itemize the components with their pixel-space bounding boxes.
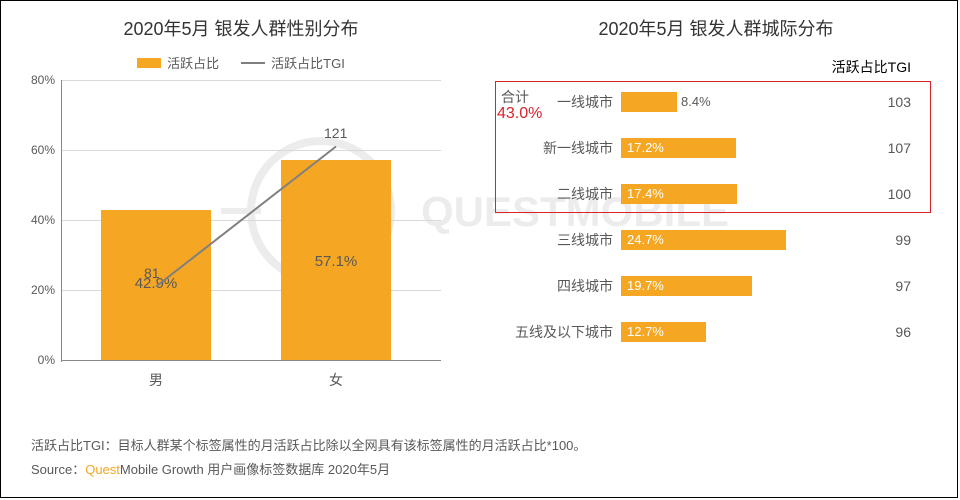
hbar-pct-label: 8.4% <box>681 92 711 112</box>
hbar-pct-label: 17.2% <box>627 138 664 158</box>
hbar-tgi-value: 97 <box>895 278 911 294</box>
x-category-label: 女 <box>306 370 366 390</box>
hbar-category: 五线及以下城市 <box>501 322 621 342</box>
hbar-category: 新一线城市 <box>501 138 621 158</box>
left-legend: 活跃占比 活跃占比TGI <box>11 53 471 72</box>
hbar-pct-label: 17.4% <box>627 184 664 204</box>
y-tick: 0% <box>38 353 55 367</box>
tgi-point-label: 121 <box>324 125 347 141</box>
right-panel: 2020年5月 银发人群城际分布 活跃占比TGI 一线城市8.4%103新一线城… <box>491 1 941 41</box>
y-tick: 80% <box>31 73 55 87</box>
y-tick: 60% <box>31 143 55 157</box>
hbar-pct-label: 24.7% <box>627 230 664 250</box>
hbar-tgi-value: 99 <box>895 232 911 248</box>
brand-mobile: Mobile <box>120 462 158 477</box>
line-swatch <box>241 62 265 64</box>
legend-item-line: 活跃占比TGI <box>241 53 345 72</box>
source-suffix: Growth 用户画像标签数据库 2020年5月 <box>158 462 390 477</box>
hbar-tgi-value: 96 <box>895 324 911 340</box>
hbar-tgi-value: 100 <box>888 186 911 202</box>
legend-item-bar: 活跃占比 <box>137 53 219 72</box>
bar-swatch <box>137 58 161 68</box>
hbar-tgi-value: 103 <box>888 94 911 110</box>
hbar-row: 五线及以下城市 12.7% 96 <box>501 309 931 355</box>
bar-value-label: 57.1% <box>281 253 391 270</box>
hbar-category: 三线城市 <box>501 230 621 250</box>
bar: 42.9% <box>101 80 211 360</box>
hbar-row: 二线城市 17.4% 100 <box>501 171 931 217</box>
hbar-category: 四线城市 <box>501 276 621 296</box>
bar-chart-area: 0%20%40%60%80%42.9%男57.1%女81121 <box>61 80 441 390</box>
sum-value: 43.0% <box>497 105 542 123</box>
left-chart-title: 2020年5月 银发人群性别分布 <box>11 15 471 41</box>
hbar-track: 24.7% <box>621 230 821 250</box>
y-tick: 20% <box>31 283 55 297</box>
footer: 活跃占比TGI：目标人群某个标签属性的月活跃占比除以全网具有该标签属性的月活跃占… <box>31 434 586 483</box>
chart-container: QUESTMOBILE 2020年5月 银发人群性别分布 活跃占比 活跃占比TG… <box>0 0 958 498</box>
hbar-row: 四线城市 19.7% 97 <box>501 263 931 309</box>
footer-source: Source：QuestMobile Growth 用户画像标签数据库 2020… <box>31 458 586 483</box>
hbar-pct-label: 12.7% <box>627 322 664 342</box>
source-prefix: Source： <box>31 462 85 477</box>
hbar-track: 17.4% <box>621 184 821 204</box>
hbar-track: 19.7% <box>621 276 821 296</box>
hbar-row: 新一线城市 17.2% 107 <box>501 125 931 171</box>
y-tick: 40% <box>31 213 55 227</box>
brand-quest: Quest <box>85 462 120 477</box>
left-panel: 2020年5月 银发人群性别分布 活跃占比 活跃占比TGI 0% 20% 40% 60… <box>11 1 471 390</box>
footer-note: 活跃占比TGI：目标人群某个标签属性的月活跃占比除以全网具有该标签属性的月活跃占… <box>31 434 586 459</box>
tgi-column-header: 活跃占比TGI <box>832 57 911 77</box>
hbar-fill <box>621 92 677 112</box>
legend-bar-label: 活跃占比 <box>167 53 219 72</box>
hbar-track: 12.7% <box>621 322 821 342</box>
x-category-label: 男 <box>126 370 186 390</box>
hbar-tgi-value: 107 <box>888 140 911 156</box>
hbar-row: 一线城市8.4%103 <box>501 79 931 125</box>
tgi-point-label: 81 <box>144 265 160 281</box>
hbar-track: 17.2% <box>621 138 821 158</box>
hbar-area: 一线城市8.4%103新一线城市17.2%107二线城市17.4%100三线城市… <box>501 79 931 355</box>
right-chart-title: 2020年5月 银发人群城际分布 <box>491 15 941 41</box>
hbar-pct-label: 19.7% <box>627 276 664 296</box>
hbar-category: 二线城市 <box>501 184 621 204</box>
sum-label: 合计 <box>501 87 529 107</box>
legend-line-label: 活跃占比TGI <box>271 53 345 72</box>
bar: 57.1% <box>281 80 391 360</box>
hbar-row: 三线城市 24.7% 99 <box>501 217 931 263</box>
hbar-track: 8.4% <box>621 92 821 112</box>
